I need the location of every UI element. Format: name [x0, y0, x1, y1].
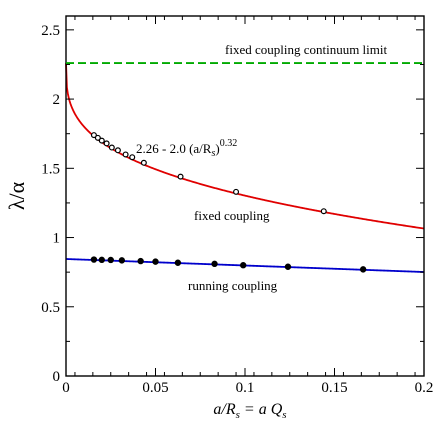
data-point-fixed [140, 159, 147, 166]
plot-layer [65, 63, 425, 273]
data-point-fixed [108, 144, 115, 151]
data-point-running [152, 258, 159, 265]
data-point-running [107, 256, 114, 264]
x-tick-label: 0.1 [236, 380, 255, 396]
data-point-running [211, 260, 218, 268]
data-point-fixed [98, 137, 105, 144]
x-tick-label: 0.2 [415, 380, 434, 396]
x-axis-title: a/Rs = a Qs [213, 401, 286, 421]
data-point-fixed [122, 151, 129, 158]
y-tick-label: 2.5 [41, 23, 60, 39]
fit-formula-label: 2.26 - 2.0 (a/Rs)0.32 [136, 138, 237, 159]
data-point-fixed [94, 134, 101, 141]
x-tick-label: 0.05 [142, 380, 168, 396]
x-tick-label: 0 [62, 380, 70, 396]
data-point-fixed [320, 208, 327, 215]
fixed-coupling-label: fixed coupling [194, 208, 270, 223]
data-point-fixed [177, 173, 184, 180]
ticks-layer: 0 0.05 0.1 0.15 0.2 0 0.5 1 1.5 2 2.5 [41, 16, 433, 396]
data-point-running [359, 266, 367, 273]
y-tick-label: 1.5 [41, 161, 60, 177]
y-tick-label: 2 [53, 92, 61, 108]
data-point-running [118, 257, 126, 264]
data-point-running [98, 256, 106, 264]
data-point-running [240, 262, 247, 269]
data-point-running [284, 263, 292, 270]
data-point-running [174, 259, 182, 266]
running-coupling-label: running coupling [188, 278, 278, 293]
data-point-fixed [103, 140, 110, 147]
continuum-limit-label: fixed coupling continuum limit [225, 42, 388, 57]
y-axis-title: λ/α [4, 181, 29, 210]
data-point-fixed [129, 154, 136, 161]
fit-curve-fixed [65, 63, 425, 230]
y-tick-label: 0.5 [41, 300, 60, 316]
data-point-fixed [114, 147, 121, 154]
y-tick-label: 1 [53, 231, 61, 247]
x-tick-label: 0.15 [321, 380, 347, 396]
y-tick-label: 0 [53, 369, 61, 385]
data-point-running [90, 256, 98, 263]
data-point-running [137, 257, 144, 265]
data-point-fixed [90, 132, 97, 139]
data-point-fixed [233, 188, 240, 195]
